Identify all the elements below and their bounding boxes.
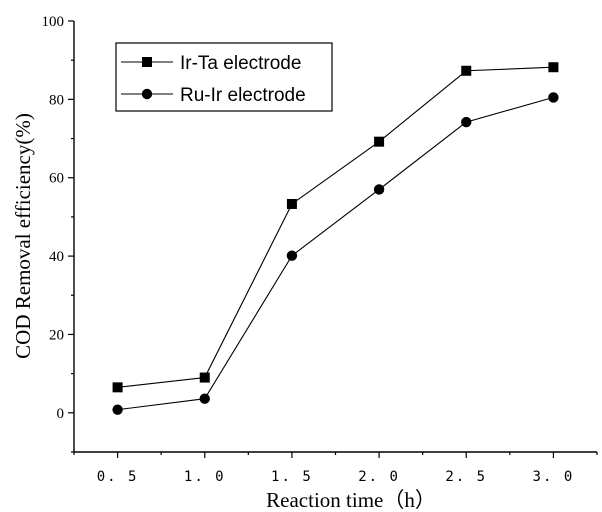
x-tick-label: 0. 5 <box>97 469 139 485</box>
y-tick-label: 60 <box>49 171 64 187</box>
legend-marker-ru-ir <box>141 88 153 100</box>
plot-area: 0 20 40 60 80 100 0. 5 1. 0 1. 5 2. 0 2. 5 3. 0 <box>42 14 598 485</box>
data-point-ir-ta <box>548 62 559 73</box>
legend: Ir-Ta electrode Ru-Ir electrode <box>115 42 333 112</box>
series-line-ru-ir <box>117 96 554 411</box>
data-point-ru-ir <box>373 184 385 195</box>
data-point-ir-ta <box>199 372 210 383</box>
legend-label-ru-ir: Ru-Ir electrode <box>180 85 306 106</box>
y-tick-label: 0 <box>57 406 65 422</box>
x-tick-label: 2. 5 <box>445 469 487 485</box>
y-tick-label: 20 <box>49 327 64 343</box>
legend-label-ir-ta: Ir-Ta electrode <box>180 53 301 74</box>
data-point-ir-ta <box>286 198 297 209</box>
data-point-ir-ta <box>461 65 472 76</box>
data-point-ru-ir <box>199 393 210 404</box>
data-point-ru-ir <box>461 116 472 128</box>
data-point-ru-ir <box>548 92 559 103</box>
y-tick-label: 100 <box>42 14 65 30</box>
y-axis-title: COD Removal efficiency(%) <box>11 113 35 359</box>
data-point-ir-ta <box>112 382 123 393</box>
x-tick-label: 1. 5 <box>271 469 313 485</box>
data-point-ru-ir <box>112 404 123 415</box>
data-point-ir-ta <box>374 136 385 147</box>
x-axis-title: Reaction time（h） <box>266 488 436 512</box>
x-tick-label: 1. 0 <box>184 469 226 485</box>
y-tick-label: 40 <box>49 249 64 265</box>
x-ticks: 0. 5 1. 0 1. 5 2. 0 2. 5 3. 0 <box>73 452 598 485</box>
legend-box <box>115 42 333 112</box>
y-tick-label: 80 <box>49 92 64 108</box>
legend-marker-ir-ta <box>142 57 152 67</box>
x-tick-label: 2. 0 <box>358 469 400 485</box>
legend-items: Ir-Ta electrode Ru-Ir electrode <box>121 53 306 106</box>
series-line-ir-ta <box>117 66 554 388</box>
data-point-ru-ir <box>286 250 298 261</box>
series-layer <box>112 62 559 415</box>
x-tick-label: 3. 0 <box>533 469 575 485</box>
y-ticks: 0 20 40 60 80 100 <box>42 14 74 453</box>
